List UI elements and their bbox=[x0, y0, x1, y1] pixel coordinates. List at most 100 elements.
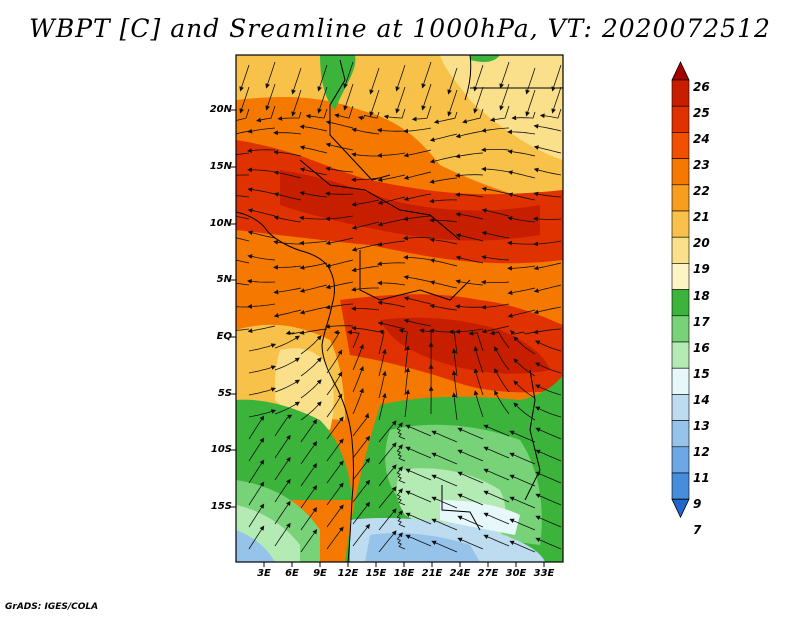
streamline bbox=[481, 208, 510, 217]
streamline bbox=[429, 258, 458, 267]
colorbar-swatch bbox=[671, 210, 690, 238]
streamline bbox=[285, 330, 302, 336]
field-ne-green bbox=[470, 55, 500, 63]
colorbar-top-arrow bbox=[671, 61, 690, 81]
streamline bbox=[513, 402, 536, 421]
streamline bbox=[451, 392, 458, 421]
streamline bbox=[274, 434, 291, 459]
streamline bbox=[499, 61, 510, 89]
streamline bbox=[507, 129, 536, 135]
streamline bbox=[457, 471, 484, 484]
streamline bbox=[396, 510, 406, 528]
streamline bbox=[405, 468, 432, 481]
colorbar-swatch bbox=[671, 263, 690, 290]
streamline bbox=[403, 193, 432, 202]
streamline bbox=[273, 215, 302, 223]
streamline bbox=[248, 481, 265, 506]
streamline bbox=[535, 471, 562, 484]
streamline bbox=[299, 240, 328, 246]
streamline bbox=[457, 537, 484, 550]
streamline bbox=[239, 86, 250, 114]
streamline bbox=[510, 329, 536, 336]
streamline bbox=[455, 212, 484, 220]
lon-label-12e: 12E bbox=[337, 568, 359, 579]
streamline bbox=[509, 518, 536, 531]
streamline bbox=[429, 198, 458, 204]
streamline bbox=[274, 478, 291, 503]
colorbar-bottom-arrow bbox=[671, 498, 690, 519]
streamline bbox=[326, 393, 343, 418]
streamline bbox=[325, 237, 354, 246]
streamline bbox=[431, 452, 458, 465]
streamline bbox=[457, 515, 484, 528]
inner-border4 bbox=[329, 59, 391, 181]
colorbar-label-19: 19 bbox=[693, 262, 710, 276]
streamline bbox=[247, 230, 276, 239]
streamline bbox=[247, 325, 276, 334]
streamline bbox=[378, 348, 387, 377]
streamline bbox=[403, 171, 432, 180]
streamline bbox=[483, 534, 510, 547]
streamline bbox=[535, 537, 562, 550]
streamline bbox=[507, 216, 536, 223]
streamline bbox=[378, 392, 387, 421]
streamline bbox=[411, 105, 432, 122]
streamline bbox=[377, 174, 406, 183]
streamline bbox=[239, 64, 250, 92]
field-s-17 bbox=[236, 399, 352, 500]
streamline bbox=[273, 264, 302, 270]
streamline bbox=[551, 86, 562, 114]
lon-label-24e: 24E bbox=[449, 568, 471, 579]
streamline bbox=[494, 368, 510, 393]
streamline bbox=[351, 243, 380, 252]
streamline bbox=[248, 365, 277, 374]
inner-border2 bbox=[299, 159, 461, 241]
streamline bbox=[300, 335, 322, 355]
streamline bbox=[403, 318, 432, 327]
streamline bbox=[377, 218, 406, 227]
streamline bbox=[369, 89, 380, 117]
colorbar-label-11: 11 bbox=[693, 471, 710, 485]
streamline bbox=[378, 420, 397, 443]
streamline bbox=[507, 309, 536, 318]
streamline bbox=[378, 530, 397, 553]
streamline bbox=[455, 130, 484, 139]
streamline bbox=[481, 230, 510, 239]
streamline bbox=[403, 254, 432, 261]
streamline bbox=[395, 64, 406, 92]
lat-label-10s: 10S bbox=[210, 444, 232, 455]
streamline bbox=[299, 306, 328, 315]
colorbar-label-24: 24 bbox=[693, 132, 710, 146]
lon-label-6e: 6E bbox=[285, 568, 299, 579]
streamline bbox=[326, 329, 341, 352]
colorbar-label-16: 16 bbox=[693, 341, 710, 355]
streamline bbox=[507, 287, 536, 296]
streamline bbox=[403, 127, 432, 134]
colorbar-label-12: 12 bbox=[693, 445, 710, 459]
streamline bbox=[377, 152, 406, 158]
streamline bbox=[429, 133, 458, 142]
streamline bbox=[248, 415, 265, 440]
lon-label-9e: 9E bbox=[313, 568, 327, 579]
lon-label-18e: 18E bbox=[393, 568, 415, 579]
colorbar-swatch bbox=[671, 394, 690, 421]
lat-label-5s: 5S bbox=[217, 388, 232, 399]
streamline bbox=[377, 240, 406, 247]
colorbar-label-15: 15 bbox=[693, 367, 710, 381]
lat-label-15s: 15S bbox=[210, 501, 232, 512]
streamline bbox=[535, 340, 562, 352]
streamline bbox=[299, 284, 328, 293]
streamline bbox=[351, 306, 380, 312]
streamline bbox=[533, 262, 562, 271]
streamline bbox=[274, 500, 291, 525]
streamline bbox=[300, 485, 318, 509]
streamline bbox=[455, 328, 484, 335]
streamline bbox=[405, 446, 432, 459]
colorbar-swatch bbox=[671, 341, 690, 369]
streamline bbox=[352, 412, 370, 437]
streamline bbox=[377, 280, 406, 286]
streamline bbox=[447, 67, 458, 95]
streamline bbox=[525, 67, 536, 95]
streamline bbox=[455, 233, 484, 242]
